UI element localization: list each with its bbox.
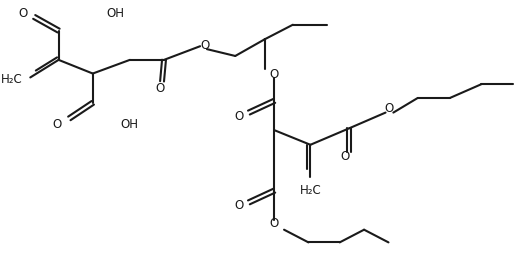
Text: O: O (18, 7, 28, 20)
Text: H₂C: H₂C (1, 73, 22, 86)
Text: H₂C: H₂C (299, 184, 321, 197)
Text: O: O (385, 102, 394, 115)
Text: O: O (235, 199, 244, 212)
Text: O: O (235, 110, 244, 123)
Text: OH: OH (107, 7, 125, 20)
Text: O: O (155, 82, 165, 95)
Text: O: O (269, 68, 279, 81)
Text: O: O (340, 150, 349, 163)
Text: OH: OH (120, 118, 138, 131)
Text: O: O (269, 217, 279, 230)
Text: O: O (52, 118, 61, 131)
Text: O: O (200, 39, 210, 52)
